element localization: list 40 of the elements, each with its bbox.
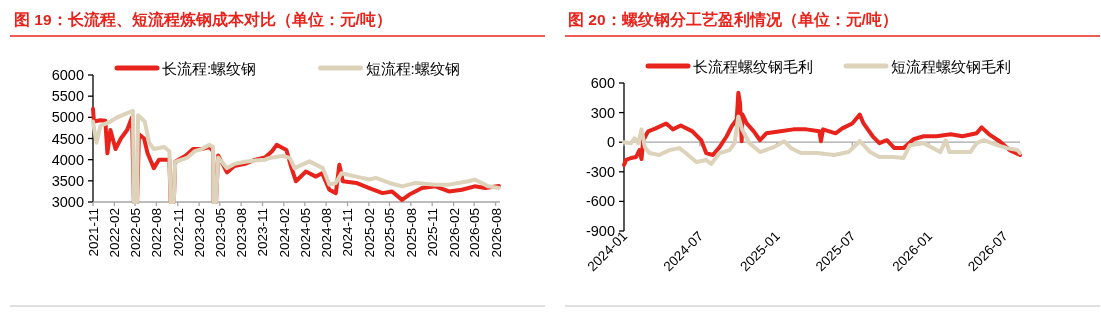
x-tick-label: 2025-02 xyxy=(361,208,377,258)
y-tick-label: 3000 xyxy=(51,194,84,210)
line-series xyxy=(622,114,1022,166)
x-tick-label: 2024-11 xyxy=(340,208,356,257)
x-tick-label: 2024-08 xyxy=(319,208,335,258)
chart-title: 图 20：螺纹钢分工艺盈利情况（单位：元/吨） xyxy=(568,11,898,29)
legend-label: 短流程:螺纹钢 xyxy=(365,59,460,77)
x-tick-label: 2023-05 xyxy=(212,208,228,258)
x-tick-label: 2025-05 xyxy=(382,208,398,258)
legend-label: 短流程螺纹钢毛利 xyxy=(891,57,1011,75)
y-tick-label: 6000 xyxy=(51,67,84,83)
x-tick-label: 2022-11 xyxy=(170,208,186,257)
y-tick-label: 0 xyxy=(606,134,615,151)
x-tick-label: 2021-11 xyxy=(86,208,101,257)
x-tick-label: 2023-02 xyxy=(192,208,208,258)
y-tick-label: 5500 xyxy=(51,88,84,105)
y-tick-label: 4500 xyxy=(51,130,84,147)
legend-label: 长流程螺纹钢毛利 xyxy=(693,57,813,75)
y-tick-label: 600 xyxy=(590,75,615,91)
y-tick-label: -600 xyxy=(585,193,615,210)
x-tick-label: 2025-11 xyxy=(425,208,441,257)
x-tick-label: 2026-08 xyxy=(488,208,504,258)
legend-label: 长流程:螺纹钢 xyxy=(162,59,257,77)
x-tick-label: 2023-11 xyxy=(255,208,271,257)
y-tick-label: -300 xyxy=(585,163,615,180)
y-tick-label: 300 xyxy=(590,104,615,121)
line-series xyxy=(622,90,1022,167)
chart-title: 图 19：长流程、短流程炼钢成本对比（单位：元/吨） xyxy=(14,11,392,29)
x-tick-label: 2023-08 xyxy=(234,208,250,258)
x-tick-label: 2022-02 xyxy=(107,208,123,258)
x-tick-label: 2024-02 xyxy=(276,208,292,258)
x-tick-label: 2022-05 xyxy=(128,208,144,258)
x-tick-label: 2026-05 xyxy=(467,208,483,258)
x-tick-label: 2022-08 xyxy=(149,208,165,258)
x-tick-label: 2025-08 xyxy=(403,208,419,258)
y-tick-label: 4000 xyxy=(51,151,84,168)
y-tick-label: 5000 xyxy=(51,109,84,126)
x-tick-label: 2026-02 xyxy=(446,208,462,258)
x-tick-label: 2024-05 xyxy=(297,208,313,258)
y-tick-label: 3500 xyxy=(51,172,84,189)
